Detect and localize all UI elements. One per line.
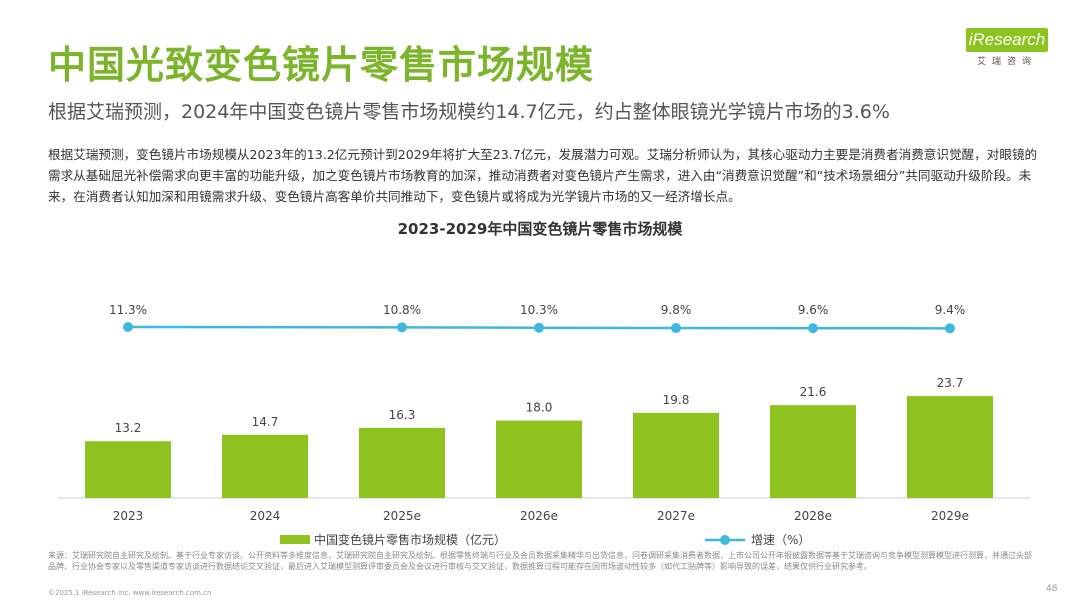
x-tick-2027e: 2027e: [657, 509, 695, 523]
page-number: 48: [1046, 584, 1058, 594]
growth-label-2026e: 10.3%: [520, 303, 558, 317]
chart-title: 2023-2029年中国变色镜片零售市场规模: [397, 220, 683, 238]
bar-2024: [222, 434, 308, 498]
growth-label-2027e: 9.8%: [661, 303, 692, 317]
logo-brand: iResearch: [966, 28, 1048, 52]
page-subtitle: 根据艾瑞预测，2024年中国变色镜片零售市场规模约14.7亿元，约占整体眼镜光学…: [48, 101, 890, 123]
growth-label-2029e: 9.4%: [935, 303, 966, 317]
x-tick-2023: 2023: [113, 509, 144, 523]
x-tick-2026e: 2026e: [520, 509, 558, 523]
bar-label-2024: 14.7: [252, 415, 279, 429]
growth-label-2028e: 9.6%: [798, 303, 829, 317]
bar-2026e: [496, 420, 582, 498]
growth-point-2029e: [945, 323, 955, 334]
growth-label-2025e: 10.8%: [383, 303, 421, 317]
x-tick-2028e: 2028e: [794, 509, 832, 523]
logo-sub: 艾瑞咨询: [976, 57, 1037, 67]
bar-2029e: [907, 396, 993, 498]
x-tick-2025e: 2025e: [383, 509, 421, 523]
body-paragraph: 根据艾瑞预测，变色镜片市场规模从2023年的13.2亿元预计到2029年将扩大至…: [48, 147, 1038, 204]
growth-point-2026e: [534, 322, 544, 333]
x-tick-2029e: 2029e: [931, 509, 969, 523]
growth-line: [127, 325, 951, 330]
bar-2025e: [359, 427, 445, 498]
growth-point-2028e: [808, 323, 818, 334]
page-title: 中国光致变色镜片零售市场规模: [48, 43, 595, 87]
bar-label-2026e: 18.0: [526, 401, 553, 415]
legend-line-label: 增速（%）: [751, 533, 810, 547]
growth-label-2023: 11.3%: [109, 303, 147, 317]
bar-label-2027e: 19.8: [663, 393, 690, 407]
bar-label-2025e: 16.3: [389, 408, 416, 422]
bar-2027e: [633, 412, 719, 498]
legend-line-marker: [720, 535, 730, 545]
bar-label-2029e: 23.7: [937, 376, 964, 390]
bar-2028e: [770, 405, 856, 498]
legend-bar-swatch: [280, 535, 310, 544]
legend-bar-label: 中国变色镜片零售市场规模（亿元）: [314, 532, 506, 547]
growth-point-2025e: [397, 322, 407, 333]
x-tick-2024: 2024: [250, 509, 281, 523]
copyright: ©2025.1 iResearch Inc. www.iresearch.com…: [48, 589, 212, 597]
bar-label-2023: 13.2: [115, 421, 142, 435]
bar-label-2028e: 21.6: [800, 385, 827, 399]
growth-point-2027e: [671, 323, 681, 334]
bar-2023: [85, 441, 171, 498]
source-note: 来源：艾瑞研究院自主研究及绘制。基于行业专家访谈、公开资料等多维度信息，艾瑞研究…: [48, 551, 1032, 571]
iresearch-logo: iResearch 艾瑞咨询: [966, 28, 1050, 70]
growth-point-2023: [123, 322, 133, 332]
